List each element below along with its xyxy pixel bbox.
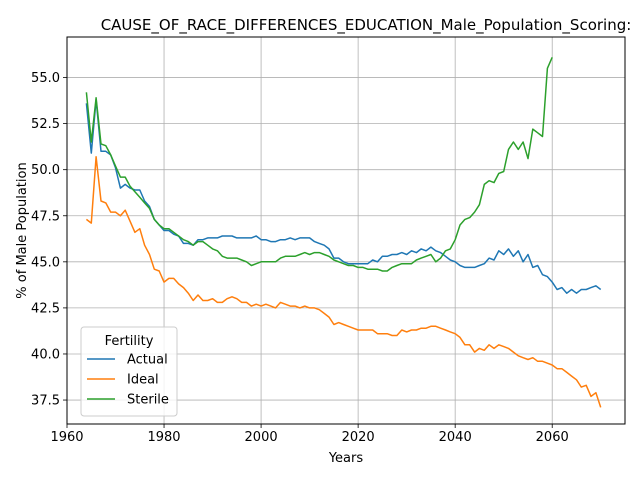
y-tick-label: 37.5 <box>31 394 60 409</box>
y-tick-label: 50.0 <box>31 163 60 178</box>
x-tick-label: 2020 <box>342 430 375 445</box>
series-line-ideal <box>85 156 602 408</box>
legend-label: Sterile <box>127 393 169 408</box>
y-tick-label: 55.0 <box>31 71 60 86</box>
y-tick-label: 40.0 <box>31 347 60 362</box>
legend-label: Actual <box>127 353 168 368</box>
x-tick-label: 2060 <box>536 430 569 445</box>
y-tick-label: 47.5 <box>31 209 60 224</box>
x-tick-label: 2040 <box>439 430 472 445</box>
legend-box <box>80 326 178 417</box>
series-lines <box>85 57 602 408</box>
series-line-actual <box>85 98 602 294</box>
axis-ticks: 1960 1980 2000 2020 2040 2060 37.5 40.0 42.5 45.0… <box>31 71 569 445</box>
y-tick-label: 42.5 <box>31 301 60 316</box>
legend: Fertility Actual Ideal Sterile <box>80 326 178 417</box>
y-tick-label: 52.5 <box>31 117 60 132</box>
x-axis-label: Years <box>328 451 364 466</box>
plot-frame <box>66 36 626 425</box>
y-axis-label: % of Male Population <box>15 162 30 298</box>
x-tick-label: 2000 <box>245 430 278 445</box>
y-tick-label: 45.0 <box>31 255 60 270</box>
legend-label: Ideal <box>127 373 159 388</box>
series-line-sterile <box>85 57 553 272</box>
x-tick-label: 1960 <box>50 430 83 445</box>
x-tick-label: 1980 <box>147 430 180 445</box>
legend-title: Fertility <box>105 334 154 349</box>
chart-title: CAUSE_OF_RACE_DIFFERENCES_EDUCATION_Male… <box>101 16 632 35</box>
